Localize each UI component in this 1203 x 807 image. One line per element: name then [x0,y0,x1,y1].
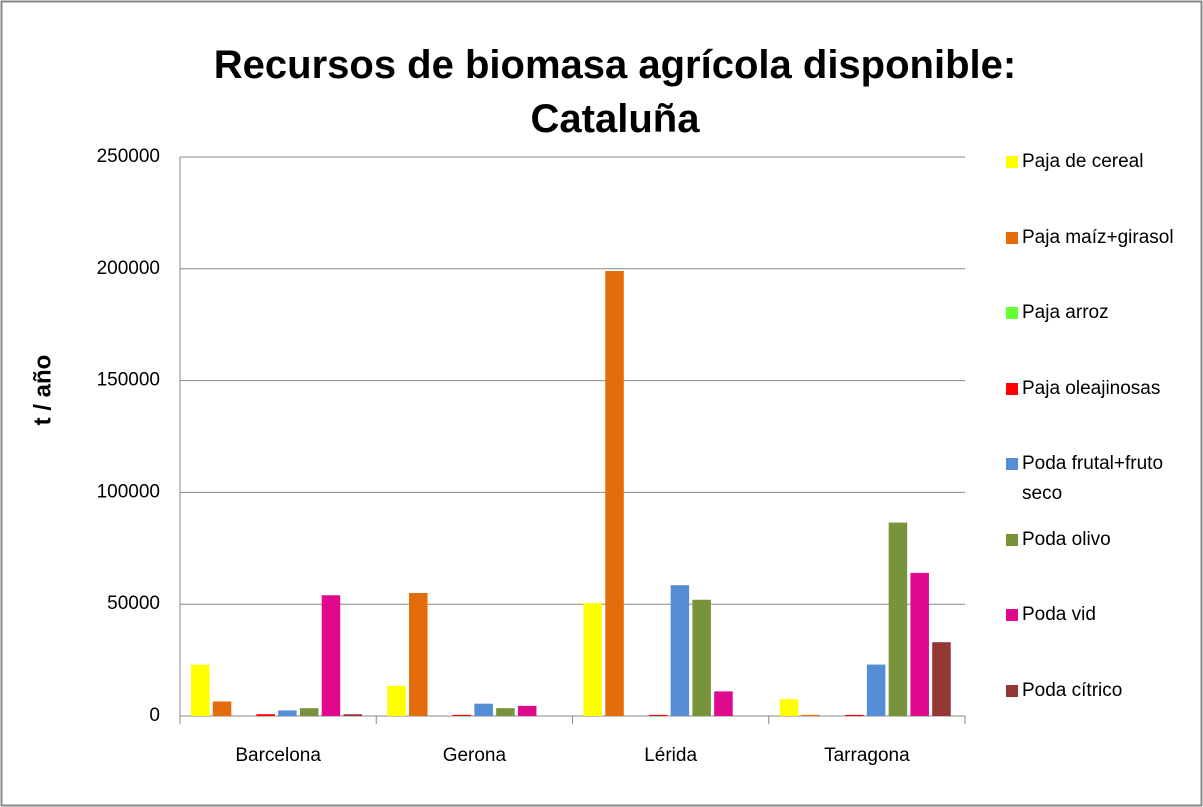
bar [866,664,886,716]
bar [191,664,210,716]
legend-label: Poda frutal+fruto seco [1022,453,1164,504]
x-tick-label: Barcelona [235,745,321,766]
x-tick-label: Lérida [644,745,697,766]
bar [387,685,406,716]
y-tick-label: 150000 [97,370,160,391]
bar [932,642,951,716]
legend-swatch [1006,684,1018,697]
legend-swatch [1006,458,1018,470]
legend-swatch [1006,609,1018,621]
bar [910,572,929,716]
legend-label: Paja arroz [1022,302,1109,323]
legend-swatch [1006,156,1018,168]
legend-label: Poda olivo [1022,528,1111,550]
bar [670,585,690,716]
bar [801,714,821,716]
bar [343,714,362,716]
chart-title: Recursos de biomasa agrícola disponible:… [213,43,1017,141]
legend-item: Paja maíz+girasol [1006,223,1196,253]
bar [517,705,537,716]
bar [452,714,472,716]
x-tick-label: Tarragona [824,745,910,766]
bar [888,522,908,716]
bar [278,710,297,716]
legend-swatch [1006,533,1018,546]
bar [714,691,733,716]
bar [256,714,275,716]
bar [605,271,624,716]
y-tick-label: 0 [149,705,160,726]
bar [496,708,515,716]
legend-item: Poda vid [1006,600,1196,630]
bar [692,599,711,716]
y-tick-label: 250000 [97,146,160,167]
legend-label: Paja oleajinosas [1022,377,1161,399]
bar [321,595,341,716]
bar [474,703,493,716]
bar [409,593,428,716]
legend-item: Paja arroz [1006,298,1196,328]
y-axis-label: t / año [29,355,56,426]
legend-swatch [1006,382,1018,395]
y-tick-label: 200000 [97,258,160,279]
bar [212,701,232,716]
legend-item: Paja oleajinosas [1006,374,1196,404]
legend-item: Paja de cereal [1006,147,1196,177]
legend-item: Poda frutal+fruto seco [1006,449,1196,509]
legend-item: Poda olivo [1006,525,1196,555]
legend-swatch [1006,307,1018,319]
legend-label: Poda cítrico [1022,679,1123,701]
legend-label: Paja maíz+girasol [1022,226,1174,248]
x-tick-label: Gerona [443,745,507,766]
legend-label: Poda vid [1022,604,1096,625]
y-tick-label: 50000 [107,593,160,614]
y-tick-label: 100000 [97,481,160,502]
bar [845,714,864,716]
legend-swatch [1006,231,1018,244]
legend-label: Paja de cereal [1022,151,1144,172]
bar [583,603,603,716]
bar [299,708,319,716]
bar [779,699,799,716]
legend-item: Poda cítrico [1006,676,1196,706]
bar [648,714,668,716]
